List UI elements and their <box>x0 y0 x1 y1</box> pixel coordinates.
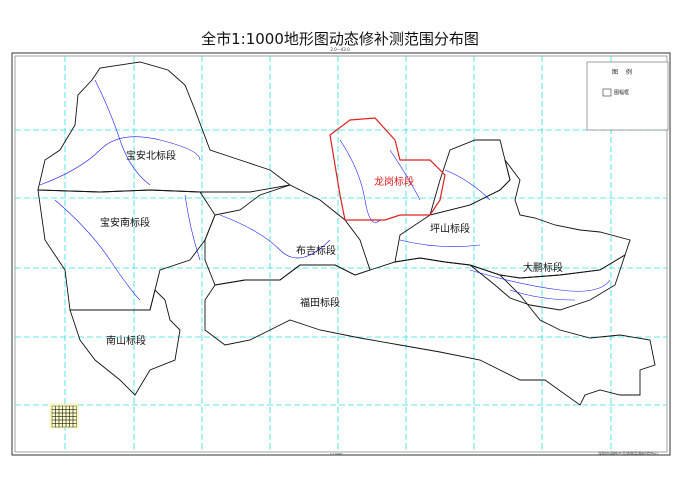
inner-frame <box>14 55 668 453</box>
legend-item-label: 图幅框 <box>614 90 630 96</box>
grid-lines <box>15 56 667 452</box>
boundary-nanshan <box>69 289 181 396</box>
label-pingshan: 坪山标段 <box>430 224 470 235</box>
outer-frame <box>11 52 671 456</box>
rivers <box>39 79 611 301</box>
legend-title: 图 例 <box>612 69 635 76</box>
label-nanshan: 南山标段 <box>106 336 146 347</box>
organization-text: 深圳市测绘产品质量监督检验中心 <box>598 451 658 456</box>
label-bujie: 布吉标段 <box>296 246 336 257</box>
boundary-baoan-north <box>37 61 292 193</box>
map-subtitle: 2.0—43.0 <box>330 47 350 52</box>
legend-box <box>586 61 669 131</box>
boundary-longgang <box>329 117 446 221</box>
label-longgang: 龙岗标段 <box>374 177 414 188</box>
locator-grid-icon <box>49 403 79 429</box>
label-baoan-south: 宝安南标段 <box>100 218 150 229</box>
boundary-futian <box>204 257 656 406</box>
label-futian: 福田标段 <box>300 298 340 309</box>
boundary-dapeng <box>469 253 626 311</box>
map-title: 全市1:1000地形图动态修补测范围分布图 <box>201 30 479 48</box>
boundary-pingshan <box>394 159 631 279</box>
label-baoan-north: 宝安北标段 <box>126 151 176 162</box>
legend-swatch-icon <box>602 88 612 97</box>
label-dapeng: 大鹏标段 <box>523 263 563 274</box>
boundary-east <box>429 139 511 216</box>
boundary-baoan-south <box>37 189 216 311</box>
scale-text: 1:10000 <box>330 452 343 456</box>
locator-cell <box>72 423 77 428</box>
district-boundaries <box>37 61 656 406</box>
